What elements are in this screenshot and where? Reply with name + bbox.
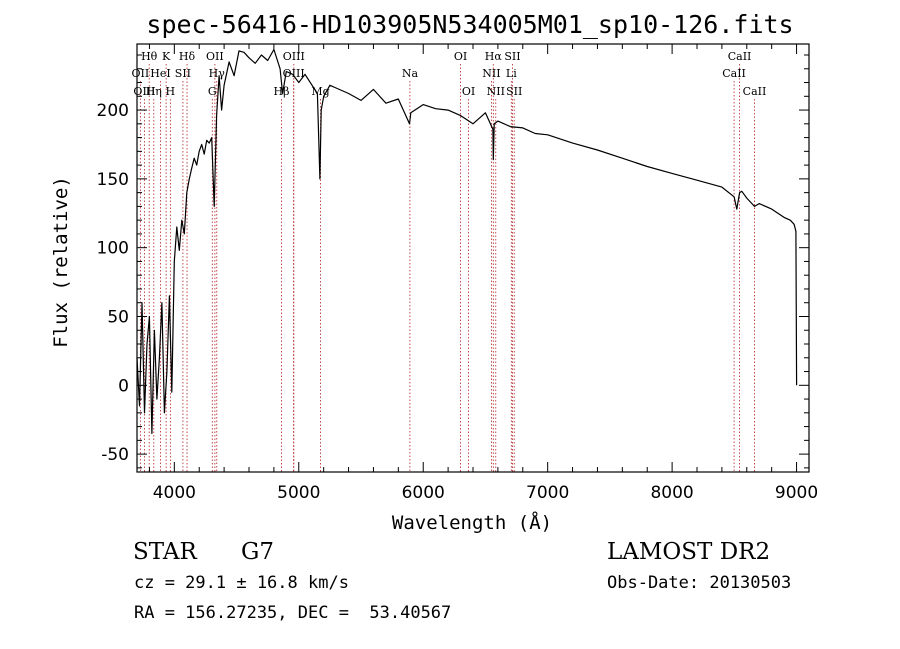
spectral-line-label: OII (132, 67, 150, 80)
chart-title: spec-56416-HD103905N534005M01_sp10-126.f… (146, 10, 793, 39)
object-type: STAR (133, 539, 197, 565)
spectral-line-label: Hδ (179, 50, 196, 63)
spectral-line-label: HeI (150, 67, 170, 80)
survey-name: LAMOST DR2 (607, 539, 771, 565)
y-axis-label: Flux (relative) (50, 176, 72, 348)
spectral-line-label: OIII (283, 50, 305, 63)
spectral-line-label: OI (454, 50, 467, 63)
spectral-line-label: G (208, 85, 217, 98)
y-tick-label: 200 (97, 101, 129, 121)
spectral-line-label: K (162, 50, 171, 63)
x-tick-label: 4000 (153, 483, 196, 503)
spectral-line-label: NII (482, 67, 500, 80)
spectrum-line (136, 48, 798, 435)
x-tick-label: 8000 (650, 483, 693, 503)
plot-frame (136, 43, 810, 473)
redshift-text: cz = 29.1 ± 16.8 km/s (134, 573, 349, 593)
spectral-line-label: CaII (743, 85, 767, 98)
x-axis-label: Wavelength (Å) (392, 511, 552, 534)
y-tick-label: -50 (101, 445, 129, 465)
spectral-line-label: CaII (722, 67, 746, 80)
spectral-line-label: CaII (728, 50, 752, 63)
spectral-line-label: OIII (283, 67, 305, 80)
spectral-line-label: Hη (146, 85, 162, 98)
x-tick-label: 6000 (402, 483, 445, 503)
spectral-line-label: H (166, 85, 176, 98)
y-tick-label: 50 (107, 307, 129, 327)
x-tick-label: 5000 (277, 483, 320, 503)
spectral-line-label: OII (206, 50, 224, 63)
spectral-subclass: G7 (241, 539, 275, 565)
axis-ticks: 4000 5000 6000 7000 8000 9000 -50 0 50 100 150 200 (97, 44, 818, 503)
spectral-line-label: NII (487, 85, 505, 98)
y-tick-label: 100 (97, 239, 129, 259)
spectral-line-label: Hβ (274, 85, 290, 98)
x-tick-label: 9000 (775, 483, 818, 503)
y-tick-label: 150 (97, 170, 129, 190)
spectral-line-label: OIII (133, 85, 155, 98)
spectral-line-label: SII (175, 67, 191, 80)
spectral-line-label: SII (506, 85, 522, 98)
obs-date: Obs-Date: 20130503 (607, 573, 792, 593)
spectral-line-label: Hγ (209, 67, 226, 80)
spectral-line-label: Na (402, 67, 419, 80)
spectral-line-label: Li (506, 67, 517, 80)
spectral-line-label: Hθ (141, 50, 158, 63)
coordinates-text: RA = 156.27235, DEC = 53.40567 (134, 603, 452, 623)
spectral-line-label: OI (462, 85, 475, 98)
y-tick-label: 0 (118, 376, 129, 396)
spectral-line-label: Hα (485, 50, 503, 63)
spectral-line-label: SII (504, 50, 520, 63)
x-tick-label: 7000 (526, 483, 569, 503)
